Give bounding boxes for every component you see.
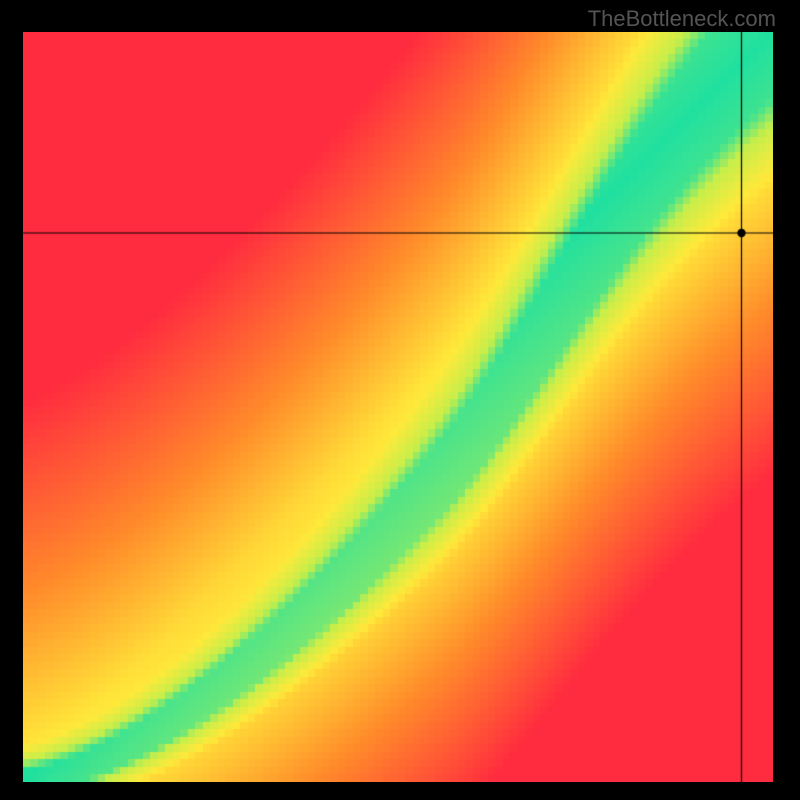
watermark-text: TheBottleneck.com — [588, 6, 776, 32]
heatmap-canvas — [23, 32, 773, 782]
chart-container: { "canvas": { "width_px": 800, "height_p… — [0, 0, 800, 800]
plot-area — [23, 32, 773, 782]
